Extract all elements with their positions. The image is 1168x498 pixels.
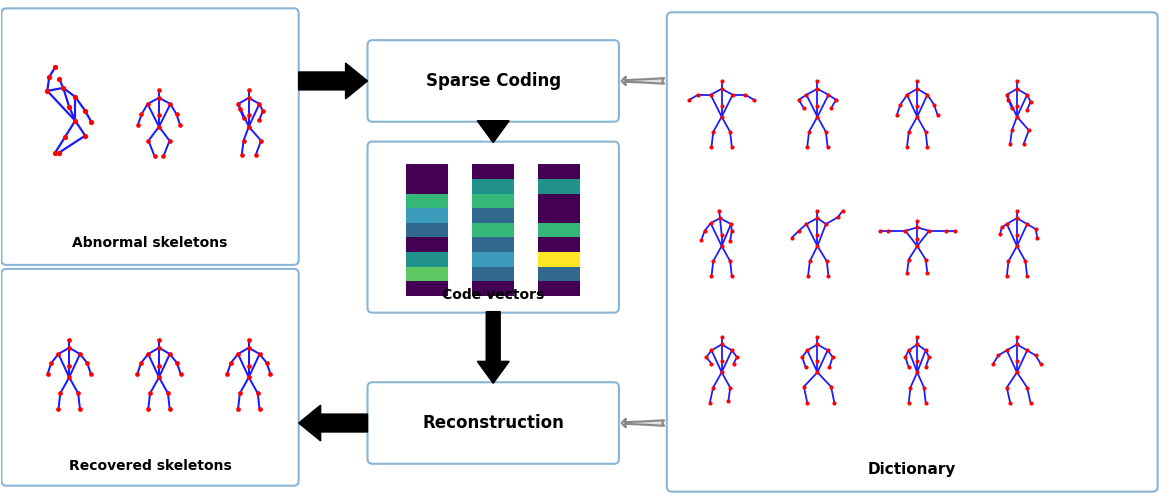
Text: Dictionary: Dictionary bbox=[868, 462, 957, 477]
FancyBboxPatch shape bbox=[368, 141, 619, 313]
Bar bbox=[406, 252, 449, 266]
Bar bbox=[472, 252, 514, 266]
Bar bbox=[406, 266, 449, 281]
Text: Reconstruction: Reconstruction bbox=[423, 414, 564, 432]
FancyBboxPatch shape bbox=[1, 8, 299, 265]
Bar bbox=[406, 238, 449, 252]
Polygon shape bbox=[478, 121, 509, 142]
Bar bbox=[472, 266, 514, 281]
Bar bbox=[472, 281, 514, 296]
Bar bbox=[538, 281, 580, 296]
Bar bbox=[472, 208, 514, 223]
Polygon shape bbox=[299, 63, 368, 99]
FancyBboxPatch shape bbox=[1, 269, 299, 486]
Bar bbox=[406, 208, 449, 223]
Bar bbox=[406, 194, 449, 208]
Bar bbox=[406, 164, 449, 179]
Bar bbox=[538, 164, 580, 179]
Bar bbox=[538, 266, 580, 281]
Bar bbox=[538, 238, 580, 252]
Bar bbox=[538, 179, 580, 194]
Bar bbox=[406, 223, 449, 238]
FancyBboxPatch shape bbox=[368, 382, 619, 464]
Text: Abnormal skeletons: Abnormal skeletons bbox=[72, 236, 228, 250]
Polygon shape bbox=[299, 405, 368, 441]
FancyBboxPatch shape bbox=[667, 12, 1157, 492]
Bar bbox=[538, 223, 580, 238]
Bar bbox=[406, 179, 449, 194]
Bar bbox=[472, 238, 514, 252]
Text: Code vectors: Code vectors bbox=[443, 288, 544, 302]
Bar bbox=[472, 223, 514, 238]
Bar bbox=[538, 252, 580, 266]
FancyBboxPatch shape bbox=[368, 40, 619, 122]
Polygon shape bbox=[478, 312, 509, 383]
Text: Recovered skeletons: Recovered skeletons bbox=[69, 459, 231, 473]
Bar bbox=[472, 164, 514, 179]
Bar bbox=[472, 179, 514, 194]
Bar bbox=[406, 281, 449, 296]
Bar bbox=[538, 194, 580, 208]
Text: Sparse Coding: Sparse Coding bbox=[425, 72, 561, 90]
Bar bbox=[472, 194, 514, 208]
Bar bbox=[538, 208, 580, 223]
